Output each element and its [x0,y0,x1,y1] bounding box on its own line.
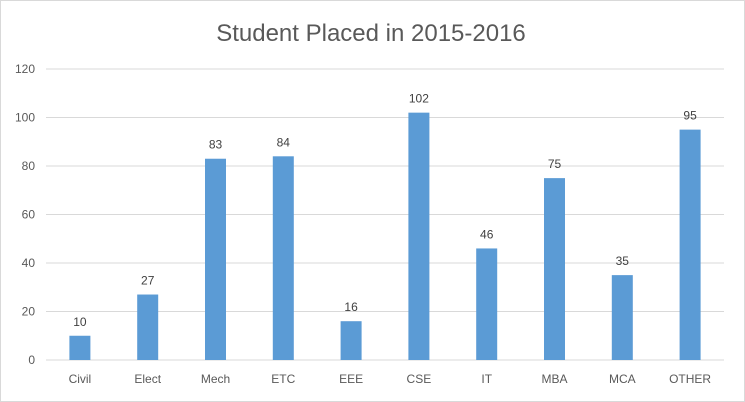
y-tick-label: 20 [22,305,36,319]
y-tick-label: 60 [22,208,36,222]
x-tick-label: MCA [609,372,636,386]
data-label: 84 [277,135,291,149]
x-tick-label: IT [481,372,492,386]
x-axis-ticks: Civil Elect Mech ETC EEE CSE IT MBA MCA OTHER [69,372,712,386]
bars [69,112,701,361]
data-label: 10 [73,315,87,329]
bar-mba [544,178,565,360]
chart-title: Student Placed in 2015-2016 [216,20,526,47]
data-label: 102 [409,92,429,106]
data-label: 27 [141,274,155,288]
y-tick-label: 0 [28,353,35,367]
bar-cse [408,112,430,361]
bar-mech [205,158,226,360]
y-tick-label: 120 [15,62,35,76]
data-label: 46 [480,227,494,241]
bar-etc [272,156,294,360]
x-tick-label: EEE [339,372,363,386]
x-tick-label: MBA [541,372,567,386]
bar-eee [340,321,362,360]
y-tick-label: 40 [22,256,36,270]
x-tick-label: CSE [407,372,432,386]
data-label: 16 [344,300,358,314]
data-labels: 10 27 83 84 16 102 46 75 35 95 [73,92,697,329]
bar-other [679,129,701,360]
x-tick-label: Civil [69,372,92,386]
gridlines [46,68,724,361]
bar-mca [611,275,633,360]
x-tick-label: Elect [134,372,161,386]
data-label: 83 [209,138,223,152]
x-tick-label: ETC [271,372,295,386]
y-tick-label: 80 [22,159,36,173]
x-tick-label: OTHER [669,372,711,386]
x-tick-label: Mech [201,372,230,386]
data-label: 75 [548,157,562,171]
bar-elect [137,294,159,360]
bar-it [476,248,498,360]
y-tick-label: 100 [15,111,35,125]
bar-civil [69,335,91,360]
data-label: 95 [683,109,697,123]
data-label: 35 [616,254,630,268]
y-axis-ticks: 0 20 40 60 80 100 120 [15,62,35,367]
